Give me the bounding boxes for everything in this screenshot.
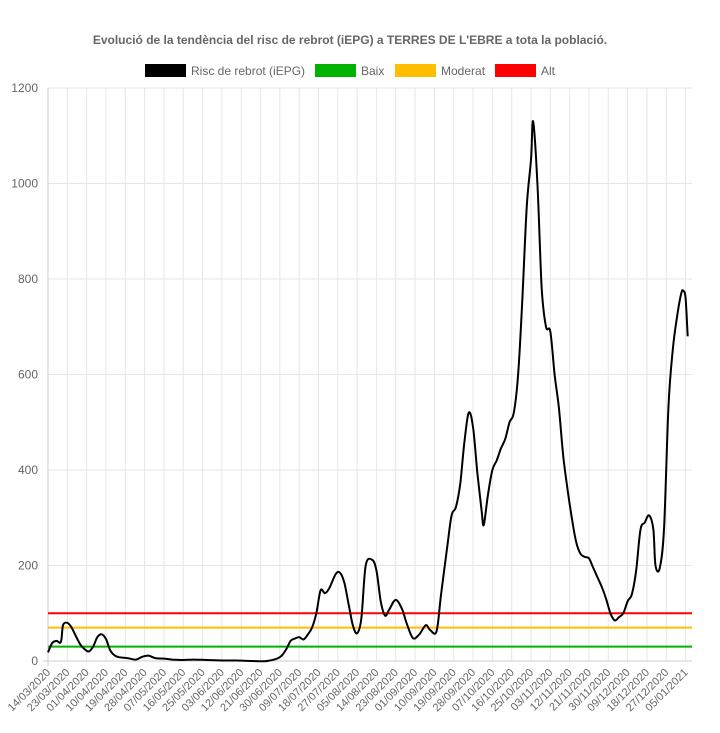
y-tick-label-1: 200 [18,559,38,573]
y-tick-label-6: 1200 [11,81,38,95]
y-tick-label-3: 600 [18,368,38,382]
legend-swatch-1 [315,64,356,77]
legend-label-3: Alt [541,64,556,78]
threshold-lines [48,612,692,648]
y-axis: 0 200 400 600 800 1000 1200 [11,81,38,668]
grid [43,87,692,666]
chart-title: Evolució de la tendència del risc de reb… [93,33,607,47]
series-layer [47,120,689,663]
legend-swatch-3 [495,64,536,77]
y-tick-label-0: 0 [31,654,38,668]
legend-swatch-2 [395,64,436,77]
x-axis: 14/03/202023/03/202001/04/202010/04/2020… [6,667,691,714]
y-tick-label-2: 400 [18,463,38,477]
legend: Risc de rebrot (iEPG) Baix Moderat Alt [145,64,556,78]
legend-label-0: Risc de rebrot (iEPG) [191,64,305,78]
series-line-0 [47,120,689,663]
y-tick-label-5: 1000 [11,177,38,191]
y-tick-label-4: 800 [18,272,38,286]
legend-swatch-0 [145,64,186,77]
legend-label-2: Moderat [441,64,486,78]
legend-label-1: Baix [361,64,384,78]
